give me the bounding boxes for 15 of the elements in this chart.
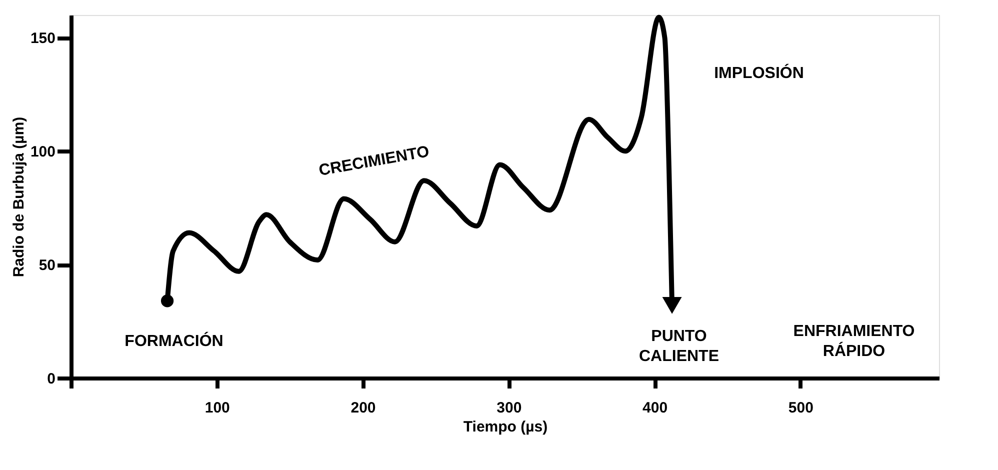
annotation: ENFRIAMIENTO RÁPIDO <box>793 323 915 360</box>
y-tick-label: 50 <box>38 257 56 274</box>
y-tick-label: 0 <box>47 370 56 388</box>
annotation: PUNTO CALIENTE <box>639 328 720 365</box>
x-tick-label: 300 <box>496 400 522 416</box>
x-tick-label: 200 <box>350 400 376 416</box>
y-tick-label: 100 <box>30 144 56 161</box>
y-tick-label: 150 <box>30 30 56 48</box>
x-tick-label: 500 <box>788 400 814 416</box>
x-tick-label: 400 <box>642 400 668 416</box>
x-tick-label: 100 <box>204 400 230 416</box>
annotation: IMPLOSIÓN <box>714 63 804 82</box>
x-axis-title: Tiempo (µs) <box>463 418 548 436</box>
y-axis-title: Radio de Burbuja (µm) <box>10 116 28 278</box>
annotation: FORMACIÓN <box>124 331 224 350</box>
